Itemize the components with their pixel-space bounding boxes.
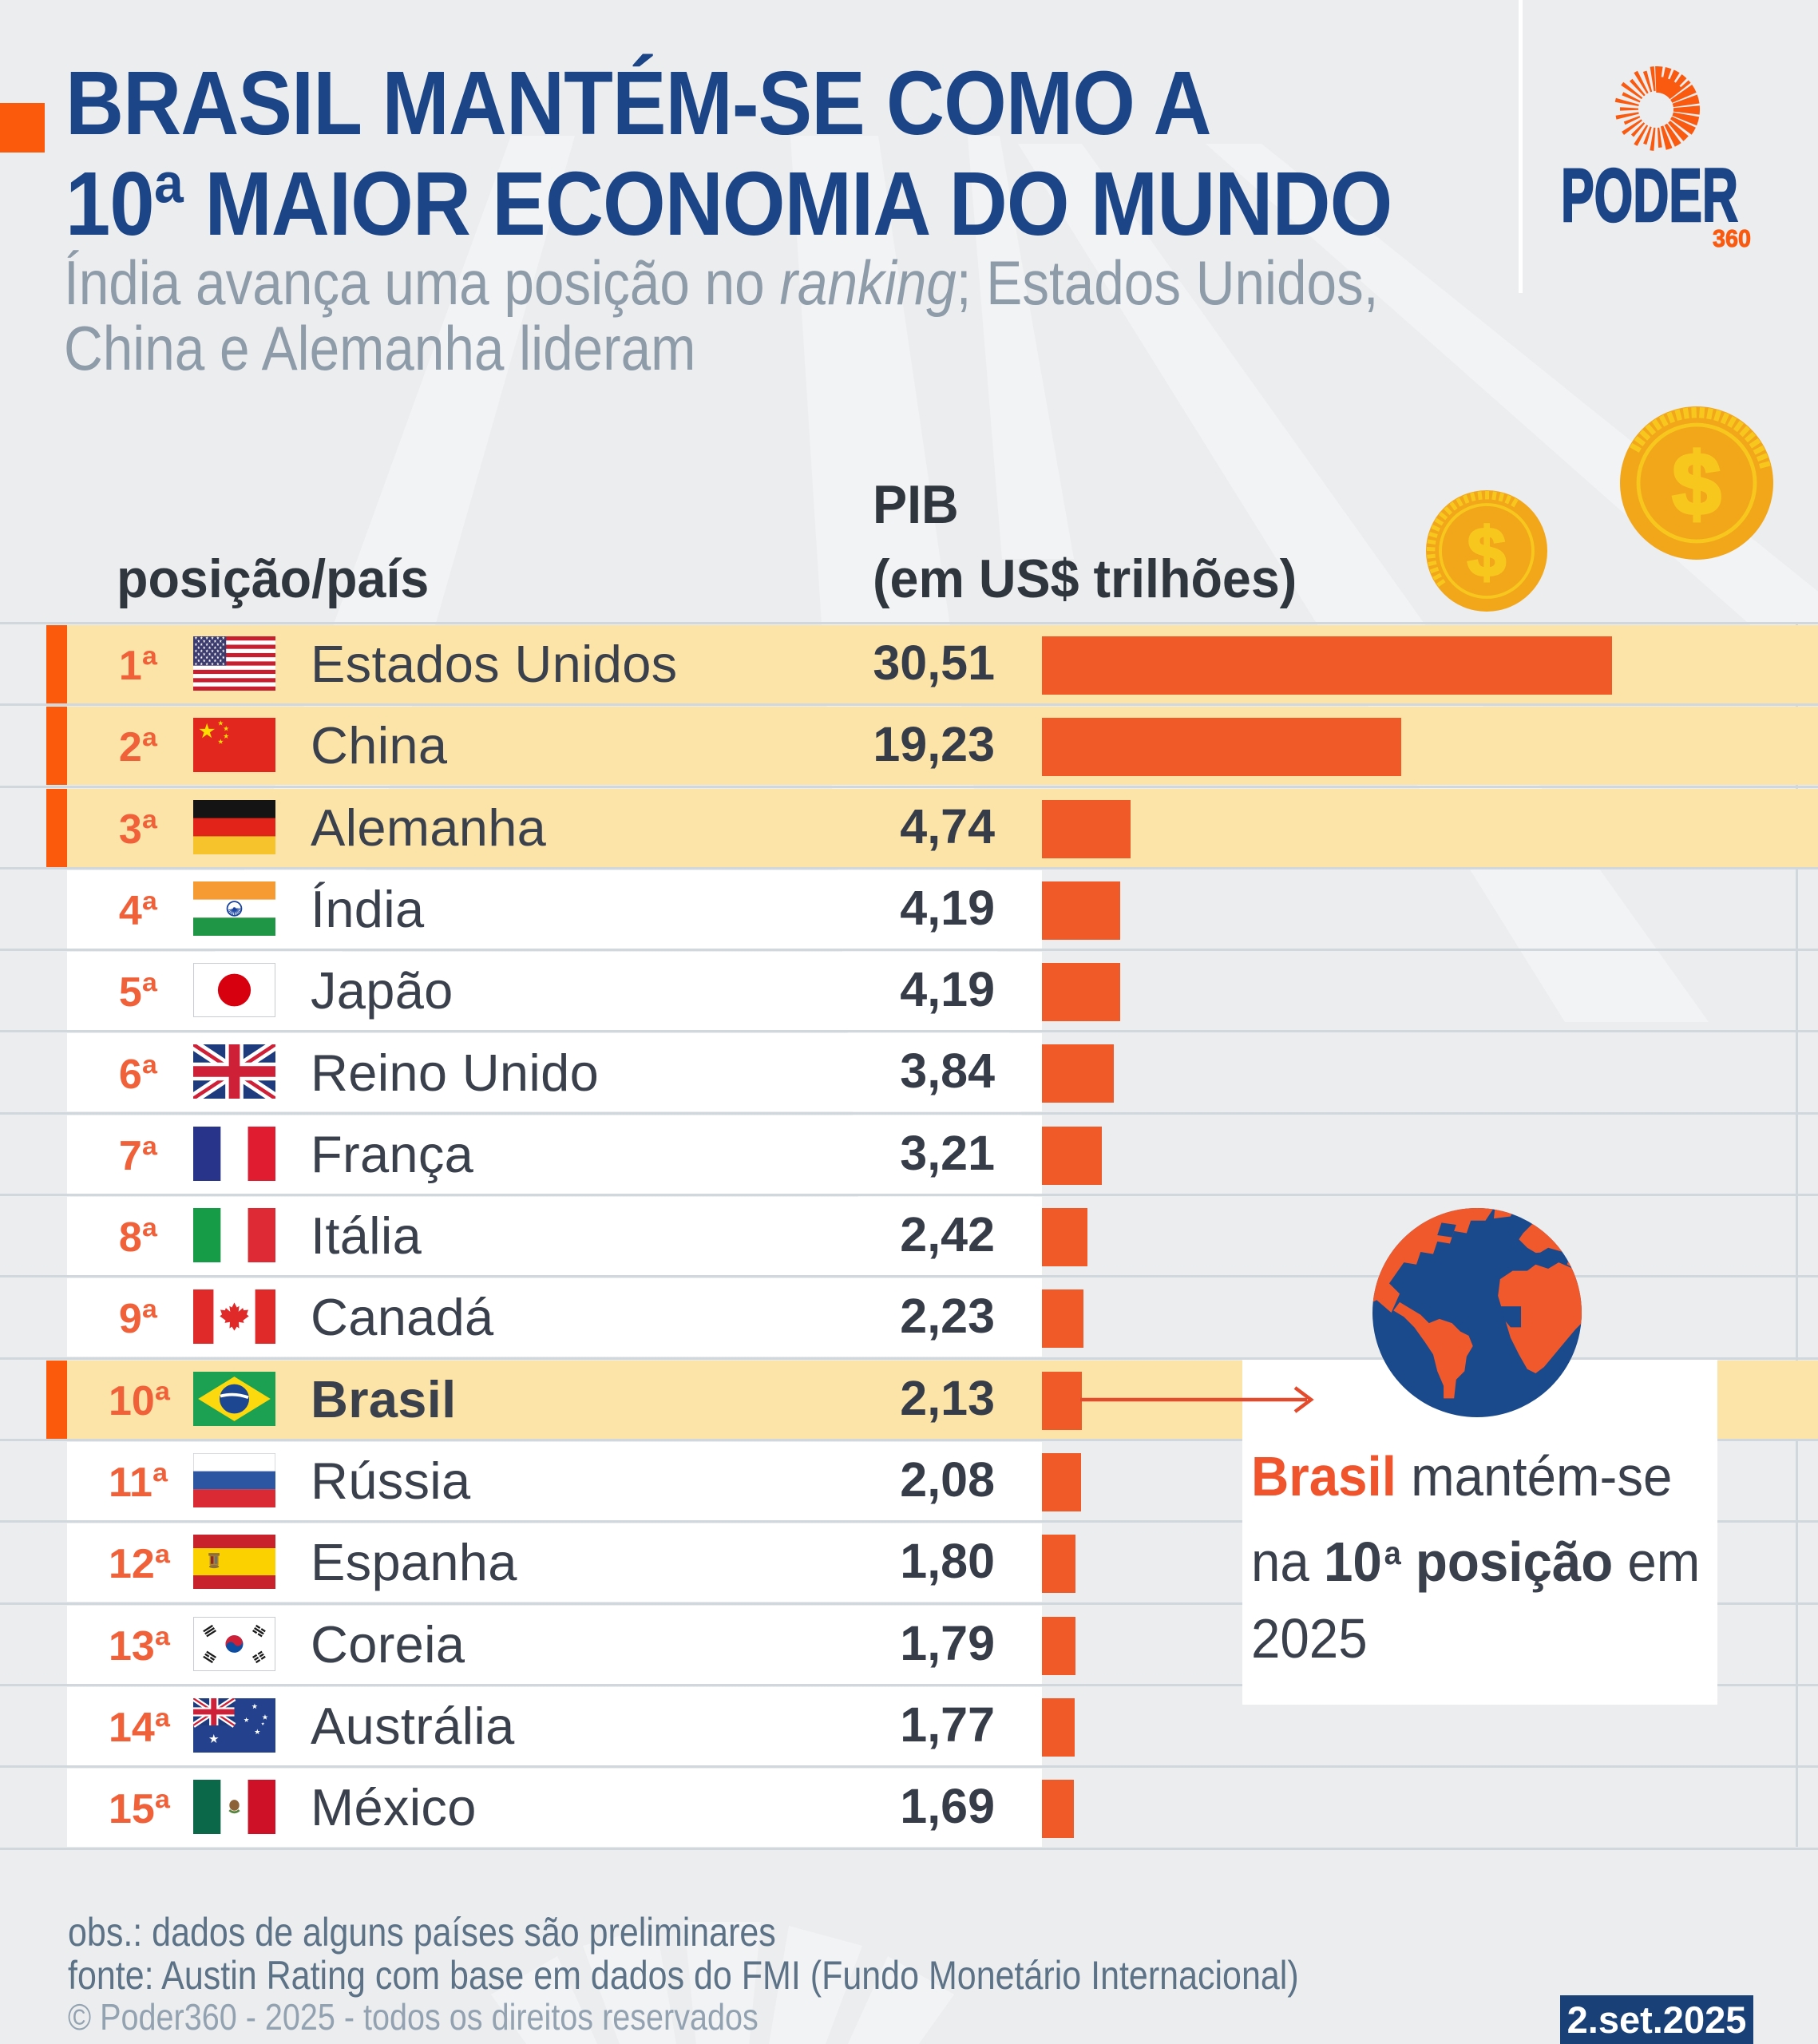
svg-text:$: $ (1672, 436, 1721, 534)
svg-text:PODER: PODER (1561, 153, 1738, 238)
svg-text:360: 360 (1713, 224, 1751, 252)
svg-text:$: $ (1467, 514, 1506, 592)
